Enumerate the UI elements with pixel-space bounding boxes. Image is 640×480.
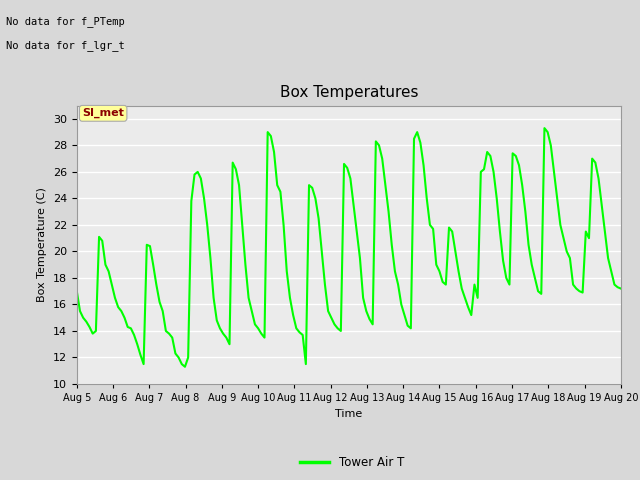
Legend: Tower Air T: Tower Air T xyxy=(295,452,409,474)
Text: No data for f_PTemp: No data for f_PTemp xyxy=(6,16,125,27)
Text: SI_met: SI_met xyxy=(82,108,124,119)
Y-axis label: Box Temperature (C): Box Temperature (C) xyxy=(37,187,47,302)
Text: No data for f_lgr_t: No data for f_lgr_t xyxy=(6,40,125,51)
X-axis label: Time: Time xyxy=(335,408,362,419)
Title: Box Temperatures: Box Temperatures xyxy=(280,85,418,100)
